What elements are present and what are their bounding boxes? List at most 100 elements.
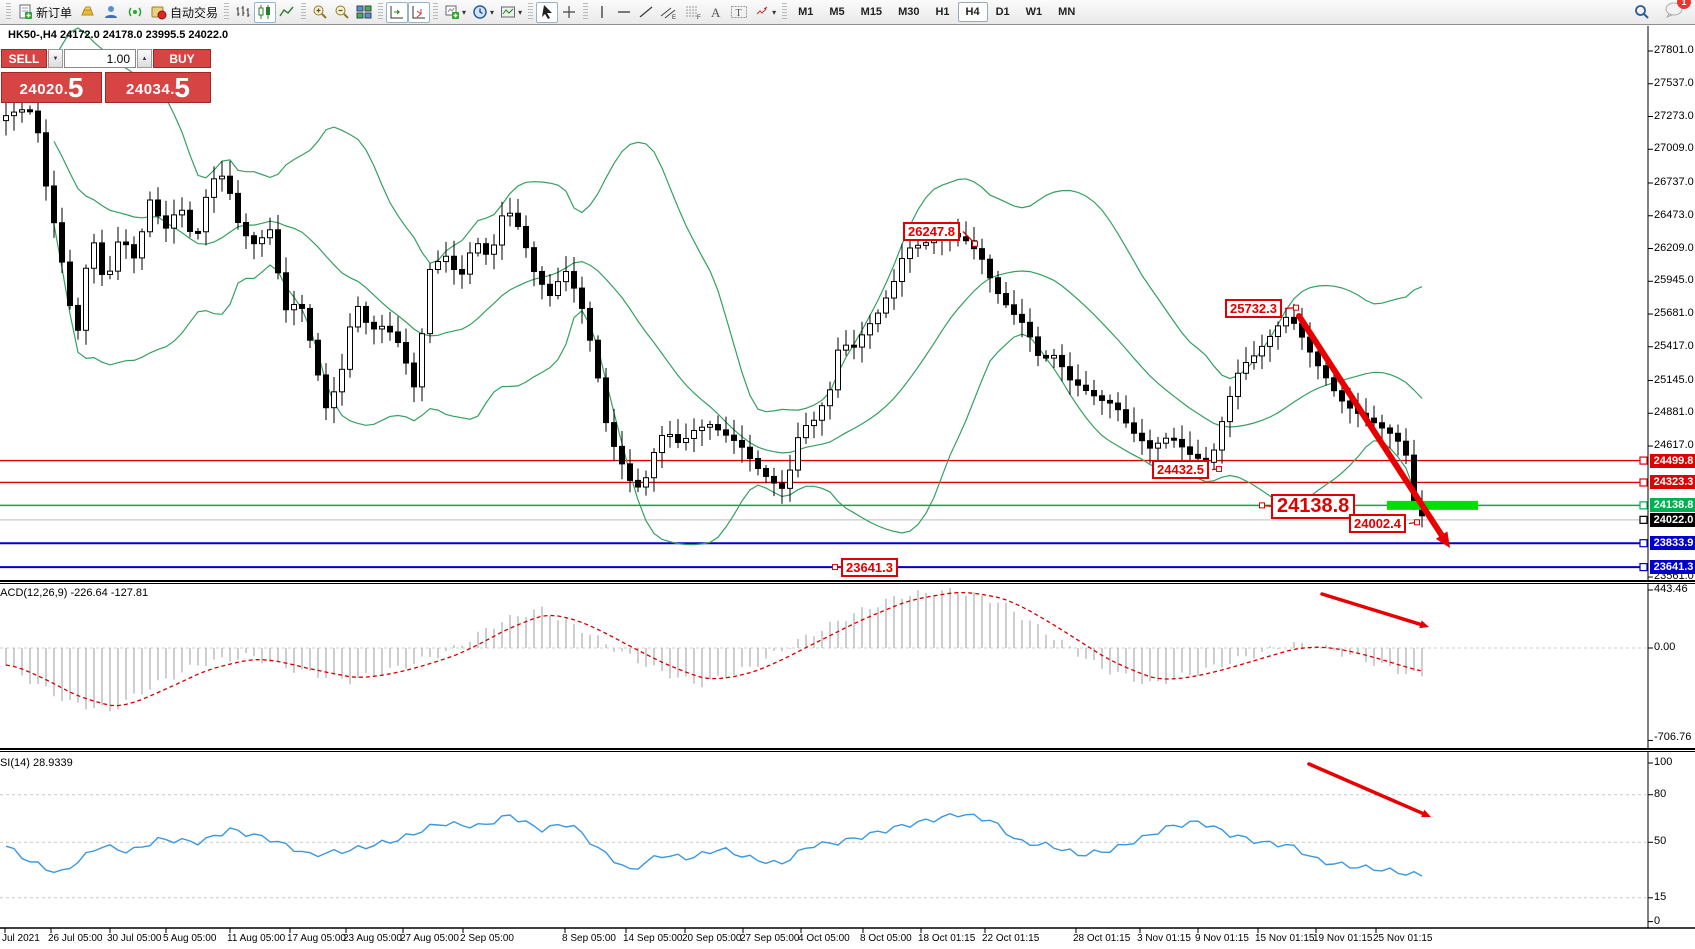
candlestick-chart-icon <box>258 5 271 19</box>
periods-button[interactable]: ▾ <box>469 2 497 23</box>
fibonacci-button[interactable]: F <box>681 2 705 23</box>
volume-decrease-button[interactable]: ▼ <box>48 49 63 68</box>
tf-h1[interactable]: H1 <box>935 6 950 18</box>
auto-trading-button[interactable]: 自动交易 <box>147 2 221 23</box>
zoom-in-icon <box>313 5 327 19</box>
notification-count-badge: 1 <box>1677 0 1691 9</box>
price-axis-label: 25417.0 <box>1654 339 1694 352</box>
time-axis-label: 4 Oct 05:00 <box>798 933 850 944</box>
trendline-button[interactable] <box>635 2 657 23</box>
price-callout-label[interactable]: 24432.5 <box>1152 460 1209 479</box>
bars-chart-icon <box>236 6 250 17</box>
price-axis-label: 26209.0 <box>1654 241 1694 254</box>
svg-text:T: T <box>736 8 742 19</box>
periods-clock-icon <box>473 5 487 19</box>
text-label-button[interactable]: T <box>727 2 751 23</box>
accounts-icon <box>105 6 118 18</box>
notifications-button[interactable]: 1 <box>1664 0 1691 23</box>
signals-button[interactable] <box>123 2 147 23</box>
auto-scroll-button[interactable] <box>386 1 409 23</box>
pane-divider-rsi[interactable] <box>0 748 1695 752</box>
gold-button[interactable] <box>75 2 99 23</box>
accounts-button[interactable] <box>99 2 123 23</box>
equidistant-channel-button[interactable]: E <box>657 2 681 23</box>
symbol-info: HK50-,H4 24172.0 24178.0 23995.5 24022.0 <box>8 29 229 41</box>
tf-h4[interactable]: H4 <box>957 2 988 22</box>
candlestick-chart-button[interactable] <box>254 1 277 23</box>
search-icon <box>1635 5 1649 19</box>
auto-trading-icon <box>151 6 167 20</box>
price-axis-label: 27801.0 <box>1654 44 1694 56</box>
toolbar-grip[interactable] <box>583 3 589 21</box>
svg-text:E: E <box>672 15 676 20</box>
buy-price-main: 24034 <box>126 81 171 98</box>
toolbar-grip[interactable] <box>378 3 384 21</box>
time-axis-label: 5 Aug 05:00 <box>163 933 217 944</box>
toolbar-grip[interactable] <box>433 3 439 21</box>
price-badge: 23833.9 <box>1650 536 1695 551</box>
toolbar-grip[interactable] <box>301 3 307 21</box>
price-callout-label[interactable]: 23641.3 <box>841 558 898 577</box>
vertical-line-button[interactable] <box>591 2 613 23</box>
volume-increase-button[interactable]: ▲ <box>137 49 152 68</box>
tf-m1[interactable]: M1 <box>798 6 814 18</box>
tf-mn[interactable]: MN <box>1058 6 1076 18</box>
toolbar-grip[interactable] <box>224 3 230 21</box>
chart-area[interactable] <box>0 25 1695 949</box>
line-chart-button[interactable] <box>276 2 298 23</box>
chart-shift-icon <box>412 6 426 19</box>
time-axis-label: 8 Sep 05:00 <box>562 933 616 944</box>
horizontal-line-button[interactable] <box>613 2 635 23</box>
vertical-line-icon <box>601 6 603 18</box>
buy-price[interactable]: 24034. 5 <box>105 72 211 103</box>
buy-button[interactable]: BUY <box>153 49 211 68</box>
templates-button[interactable]: ▾ <box>497 2 525 23</box>
sell-price-main: 24020 <box>19 81 64 98</box>
new-chart-button[interactable]: ▾ <box>441 2 469 23</box>
templates-icon <box>501 6 516 18</box>
tf-m30[interactable]: M30 <box>898 6 920 18</box>
arrows-button[interactable]: ▾ <box>751 2 779 23</box>
sell-price[interactable]: 24020. 5 <box>1 72 102 103</box>
cursor-button[interactable] <box>536 1 559 23</box>
toolbar-grip[interactable] <box>528 3 534 21</box>
crosshair-button[interactable] <box>558 2 580 23</box>
text-button[interactable]: A <box>705 2 727 23</box>
tile-windows-button[interactable] <box>353 2 375 23</box>
toolbar-grip[interactable] <box>6 3 11 21</box>
price-callout-label[interactable]: 25732.3 <box>1225 299 1282 318</box>
line-chart-icon <box>279 6 294 17</box>
time-axis-label: 22 Oct 01:15 <box>982 933 1040 944</box>
time-axis-label: 26 Jul 05:00 <box>48 933 103 944</box>
chart-shift-button[interactable] <box>408 1 431 23</box>
tf-w1[interactable]: W1 <box>1025 6 1043 18</box>
toolbar-grip[interactable] <box>782 3 788 21</box>
volume-input[interactable] <box>64 49 136 68</box>
time-axis-label: 9 Nov 01:15 <box>1195 933 1249 944</box>
macd-axis-label: -706.76 <box>1654 731 1692 743</box>
time-axis-label: 30 Jul 05:00 <box>107 933 162 944</box>
zoom-out-button[interactable] <box>331 2 353 23</box>
bars-chart-button[interactable] <box>232 2 254 23</box>
time-axis-label: 27 Sep 05:00 <box>740 933 800 944</box>
arrows-icon <box>756 6 768 15</box>
tf-m15[interactable]: M15 <box>860 6 883 18</box>
text-icon: A <box>711 5 721 20</box>
price-axis-label: 25945.0 <box>1654 274 1694 287</box>
rsi-axis-label: 0 <box>1654 914 1661 927</box>
buy-price-big-digit: 5 <box>174 72 190 103</box>
tf-m5[interactable]: M5 <box>829 6 845 18</box>
price-callout-label[interactable]: 24138.8 <box>1271 494 1356 519</box>
pane-divider-macd[interactable] <box>0 580 1695 584</box>
crosshair-icon <box>563 6 576 18</box>
new-order-button[interactable]: 新订单 <box>14 2 75 23</box>
price-callout-label[interactable]: 26247.8 <box>903 222 960 241</box>
tf-d1[interactable]: D1 <box>995 6 1010 18</box>
sell-button[interactable]: SELL <box>1 49 47 68</box>
search-button[interactable] <box>1630 2 1654 23</box>
gold-icon <box>81 6 94 16</box>
toolbar: 新订单 自动交易 ▾ ▾ <box>0 0 1695 25</box>
zoom-in-button[interactable] <box>309 2 331 23</box>
price-callout-label[interactable]: 24002.4 <box>1349 514 1406 533</box>
macd-axis-label: 443.46 <box>1654 582 1688 595</box>
